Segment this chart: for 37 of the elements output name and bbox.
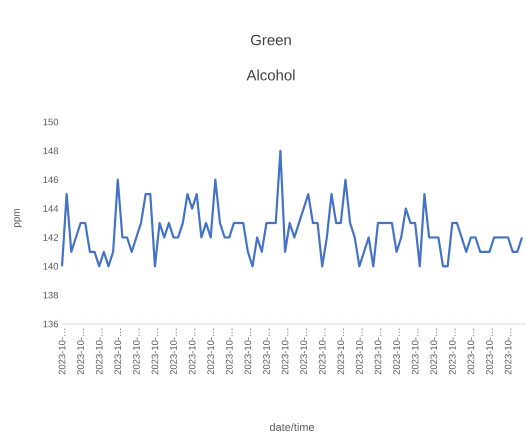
y-tick-label: 144 bbox=[43, 205, 58, 212]
x-tick-label: 2023-10-… bbox=[374, 328, 382, 374]
x-tick-label: 2023-10-… bbox=[300, 328, 307, 374]
x-tick-label: 2023-10-… bbox=[226, 328, 233, 374]
x-tick-label: 2023-10-… bbox=[96, 328, 103, 374]
x-axis-title: date/time bbox=[270, 422, 314, 432]
x-tick-label: 2023-10-… bbox=[337, 328, 344, 374]
x-tick-label: 2023-10-… bbox=[188, 328, 196, 374]
x-tick-label: 2023-10-… bbox=[393, 328, 400, 374]
x-tick-label: 2023-10-… bbox=[430, 328, 438, 374]
x-tick-label: 2023-10-… bbox=[318, 328, 326, 374]
x-tick-label: 2023-10-… bbox=[207, 328, 214, 374]
y-tick-label: 150 bbox=[43, 118, 58, 126]
y-tick-label: 136 bbox=[43, 320, 58, 328]
y-tick-label: 140 bbox=[43, 262, 58, 270]
y-tick-label: 138 bbox=[43, 292, 58, 298]
x-tick-label: 2023-10-… bbox=[412, 328, 418, 374]
x-tick-label: 2023-10-… bbox=[356, 328, 363, 374]
chart-title: Green bbox=[250, 34, 291, 46]
x-tick-label: 2023-10-… bbox=[468, 328, 474, 374]
y-tick-label: 148 bbox=[43, 147, 58, 154]
x-tick-label: 2023-10-… bbox=[58, 328, 66, 374]
x-tick-label: 2023-10-… bbox=[282, 328, 288, 374]
x-tick-label: 2023-10-… bbox=[486, 328, 493, 374]
x-tick-label: 2023-10-… bbox=[448, 328, 456, 374]
chart-subtitle: Alcohol bbox=[246, 70, 294, 80]
y-axis-title: ppm bbox=[14, 208, 22, 228]
x-tick-label: 2023-10-… bbox=[133, 328, 140, 374]
x-tick-label: 2023-10-… bbox=[114, 328, 122, 374]
x-tick-label: 2023-10-… bbox=[152, 328, 158, 374]
x-tick-label: 2023-10-… bbox=[263, 328, 270, 374]
x-tick-label: 2023-10-… bbox=[170, 328, 177, 374]
x-tick-label: 2023-10-… bbox=[77, 328, 84, 374]
x-tick-label: 2023-10-… bbox=[244, 328, 252, 374]
y-tick-label: 146 bbox=[43, 176, 58, 184]
y-tick-label: 142 bbox=[43, 234, 58, 241]
x-tick-label: 2023-10-… bbox=[504, 328, 512, 374]
